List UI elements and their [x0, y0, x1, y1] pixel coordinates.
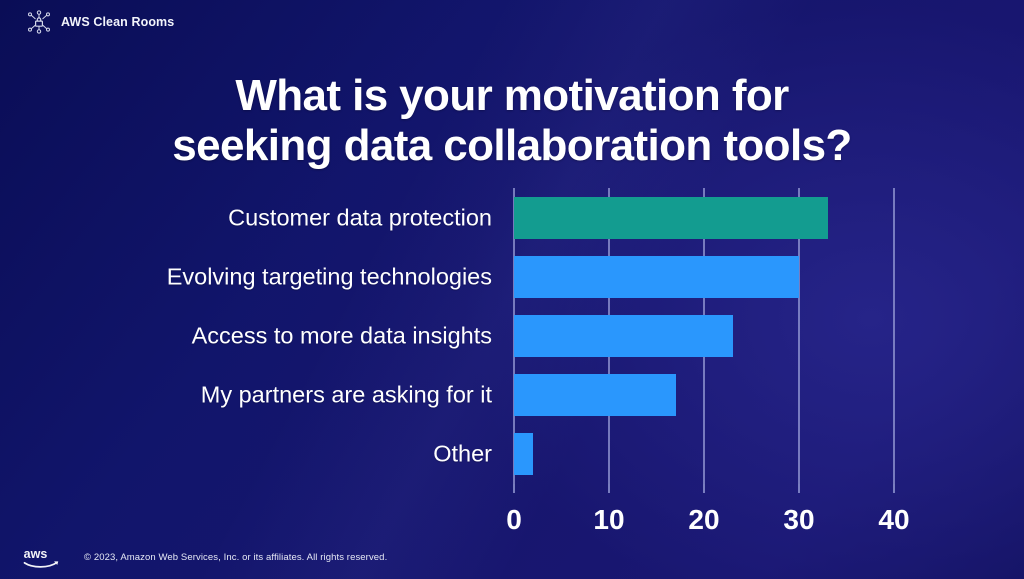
bar-row[interactable]: Other	[433, 433, 894, 476]
aws-smile-logo: aws	[0, 544, 62, 570]
x-axis-tick	[893, 484, 895, 493]
gridline	[893, 188, 895, 484]
category-label-text: Customer data protection	[228, 204, 492, 231]
x-axis-tick-label: 30	[783, 504, 815, 535]
bar[interactable]	[514, 196, 828, 239]
bar-row[interactable]: Customer data protection	[228, 196, 894, 239]
bar[interactable]	[514, 433, 533, 476]
copyright-text: © 2023, Amazon Web Services, Inc. or its…	[84, 551, 388, 563]
page-title: What is your motivation for seeking data…	[0, 71, 1024, 170]
x-axis-tick	[703, 484, 705, 493]
x-axis-tick-label: 40	[878, 504, 910, 535]
brand-header: AWS Clean Rooms	[26, 9, 174, 35]
x-axis-tick-label: 0	[506, 504, 522, 535]
bar[interactable]	[514, 255, 799, 298]
x-axis-tick	[513, 484, 515, 493]
gridline	[798, 188, 800, 484]
svg-text:aws: aws	[24, 547, 48, 561]
bar-row[interactable]: Access to more data insights	[192, 315, 894, 357]
footer: aws © 2023, Amazon Web Services, Inc. or…	[0, 535, 1024, 579]
chart-plot-area: 0 10 20 30 40 Customer data protection Evolvin…	[167, 188, 910, 535]
brand-label: AWS Clean Rooms	[61, 15, 175, 29]
x-axis-tick	[798, 484, 800, 493]
category-label-text: Other	[433, 440, 492, 467]
bar[interactable]	[514, 315, 733, 357]
category-label-text: Evolving targeting technologies	[166, 263, 492, 290]
page-title-line-2: seeking data collaboration tools?	[172, 121, 852, 171]
x-axis-tick	[608, 484, 610, 493]
x-axis-tick-label: 10	[593, 504, 625, 535]
bar[interactable]	[514, 374, 676, 417]
bar-row[interactable]: My partners are asking for it	[201, 374, 894, 417]
bar-chart: 0 10 20 30 40 Customer data protection Evolvin…	[0, 170, 1024, 540]
bar-row[interactable]: Evolving targeting technologies	[167, 255, 894, 298]
category-label-text: Access to more data insights	[191, 322, 492, 349]
category-label-text: My partners are asking for it	[200, 381, 492, 408]
clean-rooms-network-lock-icon	[26, 9, 52, 35]
x-axis-tick-label: 20	[688, 504, 720, 535]
page-title-line-1: What is your motivation for	[235, 71, 789, 121]
